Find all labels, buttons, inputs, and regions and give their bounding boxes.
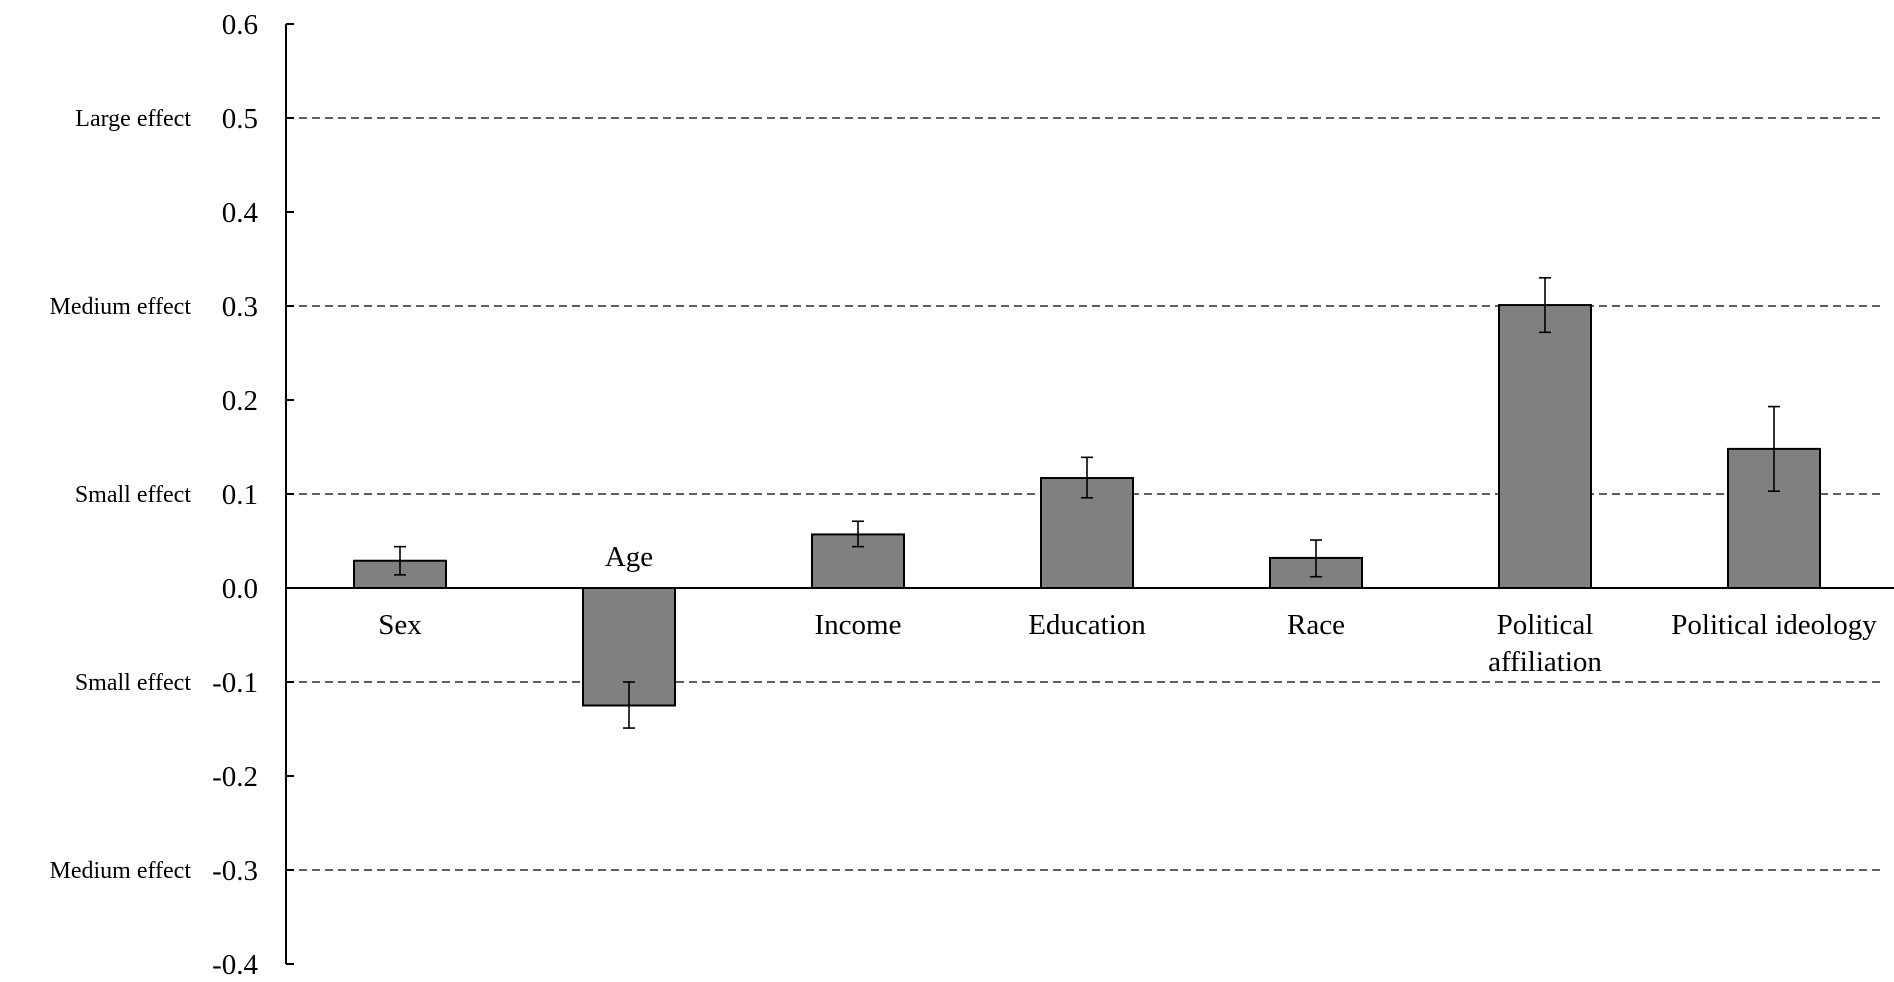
bars [353, 276, 1821, 729]
effect-size-label: Large effect [75, 106, 191, 132]
y-tick-label: 0.6 [222, 9, 258, 41]
category-label: Political ideology [1671, 609, 1877, 641]
y-tick-label: 0.2 [222, 385, 258, 417]
y-tick-label: -0.4 [212, 949, 258, 981]
y-axis: 0.6 0.5 0.4 0.3 0.2 0.1 0.0 -0.1 -0.2 -0.3 -0.4 [212, 9, 1894, 981]
category-label: Political affiliation [1488, 609, 1602, 678]
effect-size-label: Medium effect [49, 858, 191, 884]
category-label-line: affiliation [1488, 646, 1602, 678]
category-label: Age [605, 541, 653, 573]
y-tick-label: 0.5 [222, 103, 258, 135]
y-tick-label: 0.1 [222, 479, 258, 511]
y-tick-label: 0.4 [222, 197, 259, 229]
category-label: Income [815, 609, 902, 641]
bar [1498, 304, 1592, 589]
y-tick-label: -0.3 [212, 855, 258, 887]
effect-size-label: Small effect [75, 482, 192, 508]
category-label-line: Income [815, 609, 902, 641]
y-tick-label: -0.2 [212, 761, 258, 793]
category-label-line: Sex [378, 609, 422, 641]
effect-size-label: Medium effect [49, 294, 191, 320]
category-label: Education [1028, 609, 1146, 641]
y-tick-label: 0.3 [222, 291, 258, 323]
effect-size-label: Small effect [75, 670, 192, 696]
category-label: Sex [378, 609, 422, 641]
category-label-line: Race [1287, 609, 1345, 641]
category-label: Race [1287, 609, 1345, 641]
reference-lines: Large effect Medium effect Small effect Sma… [49, 106, 1884, 884]
category-label-line: Education [1028, 609, 1146, 641]
category-label-line: Political ideology [1671, 609, 1877, 641]
y-tick-label: 0.0 [222, 573, 258, 605]
y-tick-label: -0.1 [212, 667, 258, 699]
category-label-line: Political [1497, 609, 1594, 641]
category-labels: Sex Age Income Education Race Political affili… [378, 541, 1877, 678]
category-label-line: Age [605, 541, 653, 573]
